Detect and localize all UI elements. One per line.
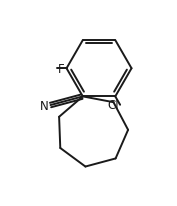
Text: F: F (58, 62, 64, 75)
Text: N: N (40, 99, 48, 112)
Text: Cl: Cl (108, 99, 119, 112)
